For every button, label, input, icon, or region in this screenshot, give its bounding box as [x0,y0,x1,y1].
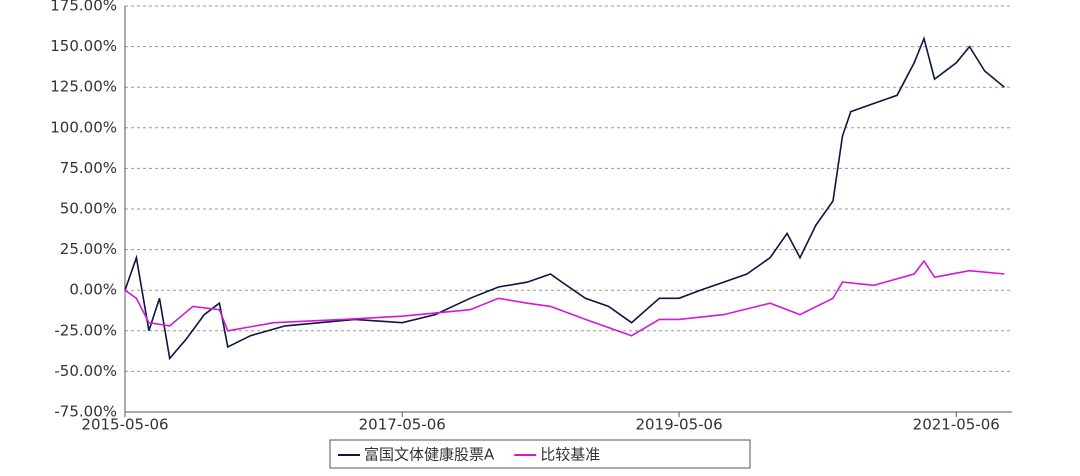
legend-label: 富国文体健康股票A [364,446,495,464]
y-tick-label: 25.00% [60,240,117,258]
y-tick-label: 75.00% [60,159,117,177]
legend-box [329,439,751,469]
y-tick-label: -25.00% [54,321,117,339]
y-tick-label: 50.00% [60,200,117,218]
x-tick-label: 2017-05-06 [359,416,446,434]
y-tick-label: -50.00% [54,362,117,380]
y-tick-label: 0.00% [69,281,117,299]
series-line [124,259,1005,337]
y-tick-label: -75.00% [54,403,117,421]
y-tick-label: 150.00% [50,37,117,55]
y-tick-label: 100.00% [50,118,117,136]
x-tick-label: 2019-05-06 [635,416,722,434]
legend-label: 比较基准 [540,446,600,464]
y-tick-label: 175.00% [50,0,117,15]
y-tick-label: 125.00% [50,78,117,96]
series-line [124,35,1005,361]
x-tick-label: 2015-05-06 [81,416,168,434]
x-tick-label: 2021-05-06 [913,416,1000,434]
